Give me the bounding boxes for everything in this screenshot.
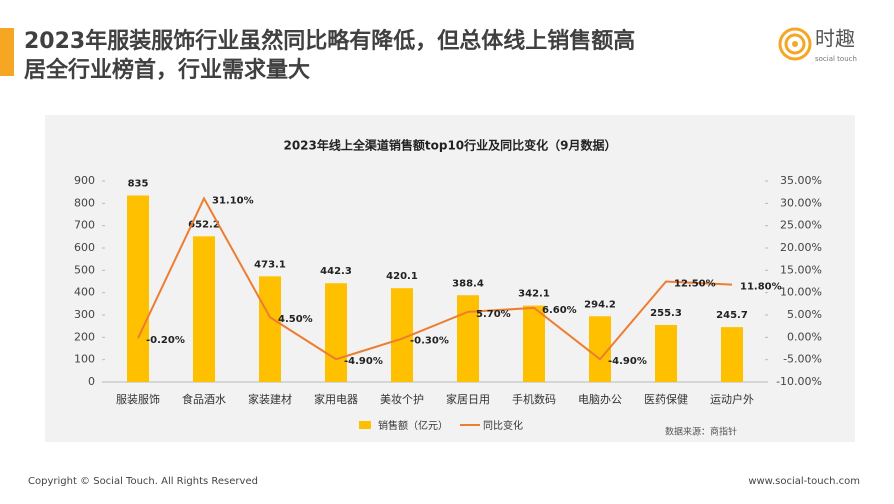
data-label: 11.80% xyxy=(740,282,782,293)
y-tick-label: 100 xyxy=(74,353,95,366)
y2-tick-label: 10.00% xyxy=(780,286,822,299)
data-label: 420.1 xyxy=(386,271,418,282)
data-label: 835 xyxy=(128,179,149,190)
data-label: -0.20% xyxy=(146,335,185,346)
x-tick-label: 手机数码 xyxy=(512,392,556,406)
y-tick-label: 300 xyxy=(74,308,95,321)
y-tick-label: 500 xyxy=(74,263,95,276)
bar xyxy=(589,316,611,382)
data-label: 245.7 xyxy=(716,310,748,321)
data-label: 6.60% xyxy=(542,305,577,316)
data-label: 442.3 xyxy=(320,266,352,277)
data-label: 294.2 xyxy=(584,299,616,310)
data-label: 4.50% xyxy=(278,314,313,325)
data-label: -4.90% xyxy=(608,356,647,367)
y2-tick-label: -5.00% xyxy=(783,353,822,366)
logo-tagline: social touch xyxy=(815,55,857,63)
x-tick-label: 电脑办公 xyxy=(578,393,622,406)
logo: 时趣 social touch xyxy=(778,27,857,63)
y2-tick-label: 0.00% xyxy=(787,330,822,343)
slide-title: 2023年服装服饰行业虽然同比略有降低，但总体线上销售额高 xyxy=(24,28,635,54)
x-tick-label: 家装建材 xyxy=(248,392,292,406)
chart-panel xyxy=(45,115,855,442)
footer-url: www.social-touch.com xyxy=(748,476,860,487)
legend-swatch xyxy=(359,421,371,429)
y-tick-label: 900 xyxy=(74,174,95,187)
source-note: 数据来源：商指针 xyxy=(665,426,737,438)
legend-label: 销售额（亿元） xyxy=(378,419,448,432)
logo-name: 时趣 xyxy=(815,27,855,51)
y2-tick-label: 25.00% xyxy=(780,219,822,232)
data-label: -4.90% xyxy=(344,356,383,367)
accent-bar xyxy=(0,28,14,76)
y2-tick-label: 35.00% xyxy=(780,174,822,187)
x-tick-label: 运动户外 xyxy=(710,392,754,406)
bar xyxy=(259,276,281,382)
bar xyxy=(457,295,479,382)
legend-label: 同比变化 xyxy=(483,419,523,432)
x-tick-label: 食品酒水 xyxy=(182,392,226,406)
y-tick-label: 800 xyxy=(74,196,95,209)
y2-tick-label: 5.00% xyxy=(787,308,822,321)
slide-title: 居全行业榜首，行业需求量大 xyxy=(24,57,310,83)
x-tick-label: 家用电器 xyxy=(314,392,358,406)
line xyxy=(137,196,733,361)
data-label: 31.10% xyxy=(212,195,254,206)
y-tick-label: 400 xyxy=(74,286,95,299)
data-label: 652.2 xyxy=(188,219,220,230)
data-label: 12.50% xyxy=(674,279,716,290)
bar xyxy=(655,324,677,382)
data-label: 255.3 xyxy=(650,308,682,319)
data-label: -0.30% xyxy=(410,336,449,347)
y2-tick-label: 30.00% xyxy=(780,196,822,209)
y-tick-label: 0 xyxy=(88,375,95,388)
y2-tick-label: 20.00% xyxy=(780,241,822,254)
y-tick-label: 600 xyxy=(74,241,95,254)
y2-tick-label: -10.00% xyxy=(776,375,822,388)
data-label: 473.1 xyxy=(254,259,286,270)
y2-tick-label: 15.00% xyxy=(780,263,822,276)
data-label: 5.70% xyxy=(476,309,511,320)
y-tick-label: 200 xyxy=(74,330,95,343)
data-label: 342.1 xyxy=(518,289,550,300)
data-label: 388.4 xyxy=(452,278,484,289)
bar xyxy=(523,305,545,382)
x-tick-label: 家居日用 xyxy=(446,392,490,406)
bar xyxy=(127,195,149,382)
chart-title: 2023年线上全渠道销售额top10行业及同比变化（9月数据） xyxy=(283,138,616,153)
bar xyxy=(391,288,413,382)
bar xyxy=(193,236,215,382)
copyright: Copyright © Social Touch. All Rights Res… xyxy=(28,476,258,487)
x-tick-label: 服装服饰 xyxy=(116,392,160,406)
y-tick-label: 700 xyxy=(74,219,95,232)
x-tick-label: 医药保健 xyxy=(644,392,688,406)
x-tick-label: 美妆个护 xyxy=(380,392,424,406)
bar xyxy=(721,327,743,382)
